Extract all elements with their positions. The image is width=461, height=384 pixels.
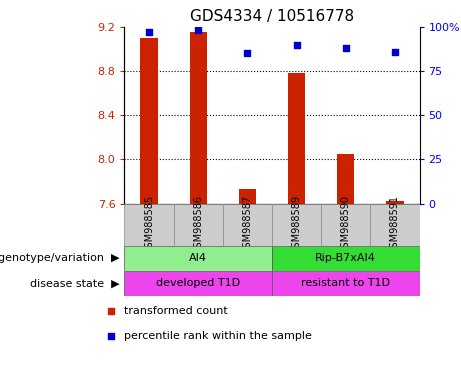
Bar: [124, 204, 174, 246]
Bar: [272, 246, 420, 271]
Bar: [321, 204, 370, 246]
Point: [244, 50, 251, 56]
Text: resistant to T1D: resistant to T1D: [301, 278, 390, 288]
Text: GSM988590: GSM988590: [341, 195, 351, 254]
Bar: [124, 271, 272, 296]
Bar: [174, 204, 223, 246]
Text: GSM988587: GSM988587: [242, 195, 253, 254]
Bar: [337, 154, 355, 204]
Text: developed T1D: developed T1D: [156, 278, 240, 288]
Point: [342, 45, 349, 51]
Bar: [189, 32, 207, 204]
Text: GSM988585: GSM988585: [144, 195, 154, 254]
Bar: [288, 73, 305, 204]
Point: [293, 41, 300, 48]
Text: Rip-B7xAI4: Rip-B7xAI4: [315, 253, 376, 263]
Bar: [272, 204, 321, 246]
Text: GSM988591: GSM988591: [390, 195, 400, 254]
Bar: [272, 271, 420, 296]
Text: GSM988586: GSM988586: [193, 195, 203, 254]
Text: AI4: AI4: [189, 253, 207, 263]
Point: [107, 308, 115, 314]
Text: disease state  ▶: disease state ▶: [30, 278, 120, 288]
Bar: [141, 38, 158, 204]
Title: GDS4334 / 10516778: GDS4334 / 10516778: [190, 9, 354, 24]
Text: genotype/variation  ▶: genotype/variation ▶: [0, 253, 120, 263]
Bar: [370, 204, 420, 246]
Bar: [386, 201, 403, 204]
Text: GSM988589: GSM988589: [291, 195, 301, 254]
Bar: [124, 246, 272, 271]
Point: [145, 29, 153, 35]
Point: [195, 27, 202, 33]
Bar: [223, 204, 272, 246]
Text: transformed count: transformed count: [124, 306, 228, 316]
Point: [107, 333, 115, 339]
Point: [391, 48, 399, 55]
Text: percentile rank within the sample: percentile rank within the sample: [124, 331, 312, 341]
Bar: [239, 189, 256, 204]
